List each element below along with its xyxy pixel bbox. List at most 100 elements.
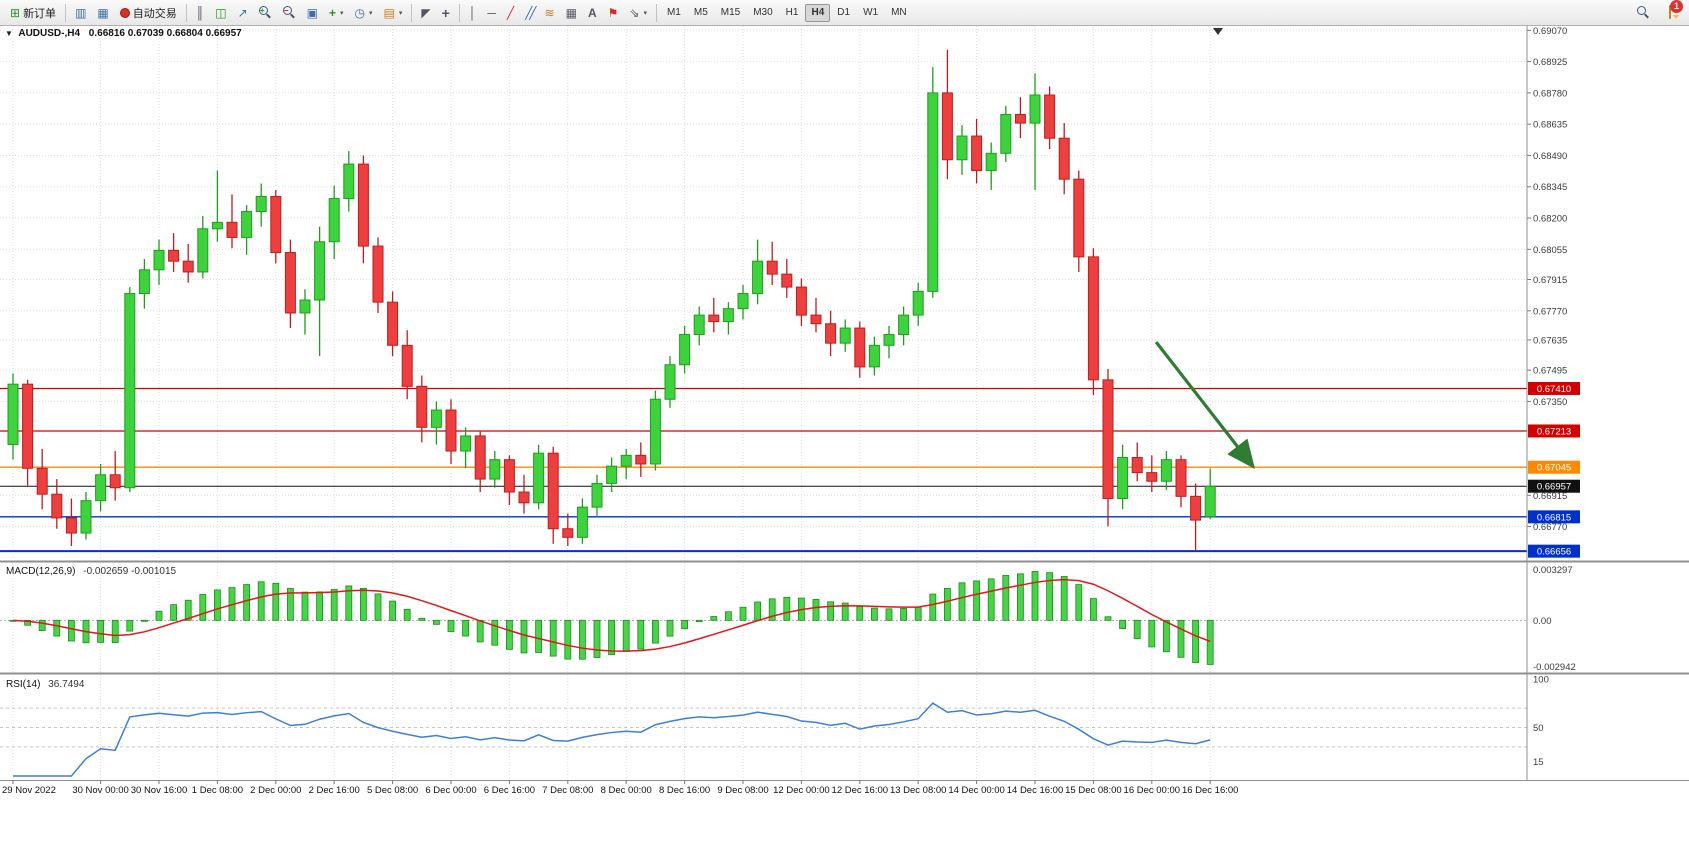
price-axis-tick: 0.68635 <box>1533 120 1567 131</box>
crosshair-icon: + <box>441 4 450 21</box>
tile-windows-button[interactable]: ▣ <box>302 3 323 23</box>
search-button[interactable] <box>1632 3 1655 23</box>
rsi-indicator-label: RSI(14) 36.7494 <box>6 679 84 690</box>
line-chart-button[interactable]: ↗ <box>233 3 253 23</box>
zoom-in-button[interactable]: + <box>254 3 277 23</box>
timeframe-h4-button[interactable]: H4 <box>805 3 831 22</box>
horizontal-line-tool-button[interactable]: ─ <box>482 3 501 23</box>
rsi-line <box>13 702 1211 777</box>
rsi-axis-tick: 50 <box>1533 723 1544 734</box>
axes-layer[interactable]: 0.67410 0.67213 0.67045 0.66957 0.66815 0.666… <box>0 26 1689 796</box>
timeframe-m30-button[interactable]: M30 <box>747 4 778 22</box>
zoom-out-icon: − <box>282 6 296 19</box>
arrows-tool-button[interactable]: ⇘ ▾ <box>624 3 652 23</box>
notifications-button[interactable]: 1 <box>1656 0 1684 23</box>
new-order-label: 新订单 <box>23 7 57 20</box>
macd-indicator-label: MACD(12,26,9) -0.002659 -0.001015 <box>6 566 176 577</box>
price-axis-tick: 0.67350 <box>1533 397 1567 408</box>
algo-trading-label: 自动交易 <box>132 7 177 20</box>
timeframe-m15-button[interactable]: M15 <box>715 4 746 22</box>
fibonacci-tool-button[interactable]: ≋ <box>540 3 560 23</box>
new-order-icon: ⊞ <box>10 5 21 20</box>
macd-axis-tick: 0.00 <box>1533 616 1552 627</box>
toolbar-separator <box>411 3 413 22</box>
indicators-button[interactable]: + ▾ <box>324 3 349 23</box>
label-tool-button[interactable]: ⚑ <box>603 3 624 23</box>
time-axis-label: 5 Dec 08:00 <box>367 785 418 796</box>
timeframe-m1-button[interactable]: M1 <box>661 4 687 22</box>
data-window-icon: ▦ <box>97 5 109 20</box>
vertical-line-tool-button[interactable]: │ <box>464 3 482 23</box>
timeframe-h1-button[interactable]: H1 <box>780 4 805 22</box>
price-level-tag <box>1528 424 1580 438</box>
market-watch-icon: ▥ <box>75 5 87 20</box>
price-level-tag-text: 0.67213 <box>1537 426 1571 437</box>
time-axis-label: 14 Dec 16:00 <box>1007 785 1064 796</box>
price-level-tag <box>1528 381 1580 395</box>
chevron-down-icon: ▾ <box>369 9 373 17</box>
toolbar-separator <box>65 3 67 22</box>
arrows-icon: ⇘ <box>629 5 640 20</box>
algo-trading-button[interactable]: 自动交易 <box>115 3 182 23</box>
cursor-tool-button[interactable]: ◤ <box>416 3 435 23</box>
price-axis-tick: 0.67770 <box>1533 306 1567 317</box>
macd-name: MACD(12,26,9) <box>6 566 76 577</box>
trendline-tool-button[interactable]: ╱ <box>502 3 519 23</box>
rsi-axis-tick: 100 <box>1533 675 1549 686</box>
toolbar-separator <box>655 3 657 22</box>
chat-icon <box>1669 4 1671 19</box>
label-flag-icon: ⚑ <box>607 5 619 20</box>
rsi-name: RSI(14) <box>6 679 41 690</box>
price-axis-tick: 0.67495 <box>1533 366 1567 377</box>
price-levels-layer[interactable] <box>0 341 1527 553</box>
cursor-icon: ◤ <box>421 5 431 20</box>
chart-shift-marker[interactable] <box>1213 28 1223 35</box>
template-button[interactable]: ▤ ▾ <box>379 3 408 23</box>
timeframe-d1-button[interactable]: D1 <box>831 4 856 22</box>
candle-chart-button[interactable]: ◫ <box>210 3 231 23</box>
zoom-out-button[interactable]: − <box>278 3 301 23</box>
time-axis-label: 15 Dec 08:00 <box>1065 785 1122 796</box>
price-level-tag-text: 0.66656 <box>1537 547 1571 558</box>
rsi-value: 36.7494 <box>48 679 85 690</box>
channel-tool-button[interactable]: ╱╱ <box>520 3 538 23</box>
trend-arrow[interactable] <box>1154 341 1256 470</box>
bar-chart-button[interactable]: ║ <box>191 3 210 23</box>
time-axis-label: 12 Dec 00:00 <box>773 785 830 796</box>
chart-symbol-period: AUDUSD-,H4 <box>18 28 81 39</box>
trendline-icon: ╱ <box>506 5 515 20</box>
price-level-tag-text: 0.67410 <box>1537 384 1571 395</box>
shapes-tool-button[interactable]: ▦ <box>561 3 582 23</box>
price-axis-tick: 0.68200 <box>1533 214 1567 225</box>
market-watch-button[interactable]: ▥ <box>70 3 91 23</box>
channel-icon: ╱╱ <box>525 5 537 20</box>
candle-chart-icon: ◫ <box>215 5 227 20</box>
horizontal-line-icon: ─ <box>487 5 496 20</box>
price-axis-tick: 0.66770 <box>1533 522 1567 533</box>
macd-axis-tick: 0.003297 <box>1533 565 1573 576</box>
timeframe-m5-button[interactable]: M5 <box>688 4 714 22</box>
symbol-dropdown-icon[interactable]: ▼ <box>5 29 13 38</box>
price-level-tag <box>1528 460 1580 474</box>
text-tool-icon: A <box>587 5 597 20</box>
macd-signal-line <box>12 578 1211 652</box>
time-axis-label: 30 Nov 00:00 <box>72 785 129 796</box>
timeframe-mn-button[interactable]: MN <box>885 4 913 22</box>
time-axis-label: 1 Dec 08:00 <box>192 785 243 796</box>
time-axis-label: 30 Nov 16:00 <box>131 785 188 796</box>
timeframe-menu-button[interactable]: ◷ ▾ <box>350 3 378 23</box>
macd-axis-tick: -0.002942 <box>1533 662 1576 673</box>
fibonacci-icon: ≋ <box>544 5 555 20</box>
time-axis-label: 7 Dec 08:00 <box>542 785 593 796</box>
chevron-down-icon: ▾ <box>398 9 403 17</box>
data-window-button[interactable]: ▦ <box>92 3 113 23</box>
new-order-button[interactable]: ⊞ 新订单 <box>5 3 61 23</box>
text-tool-button[interactable]: A <box>583 3 602 23</box>
line-chart-icon: ↗ <box>237 5 248 20</box>
price-level-tag-text: 0.66957 <box>1537 482 1571 493</box>
candles-layer[interactable] <box>7 49 1216 551</box>
timeframe-w1-button[interactable]: W1 <box>857 4 884 22</box>
price-axis-tick: 0.67915 <box>1533 275 1567 286</box>
crosshair-tool-button[interactable]: + <box>437 3 455 23</box>
